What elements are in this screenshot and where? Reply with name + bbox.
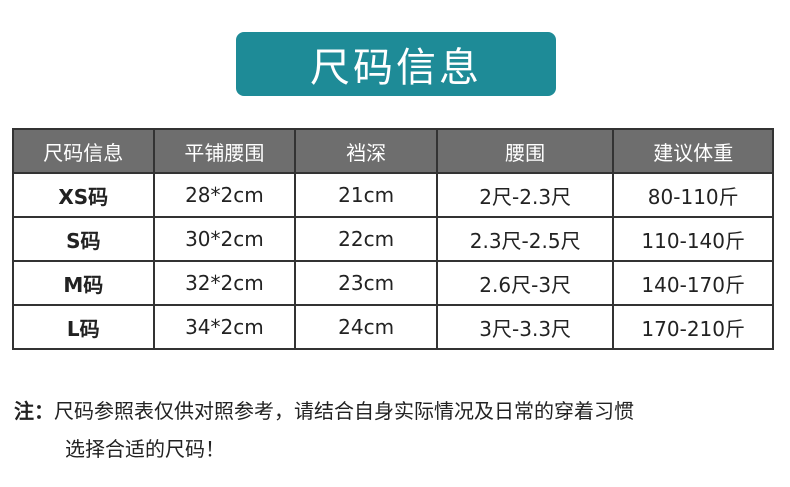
table-row: XS码 28*2cm 21cm 2尺-2.3尺 80-110斤 — [12, 172, 774, 218]
table-header-row: 尺码信息 平铺腰围 裆深 腰围 建议体重 — [12, 128, 774, 174]
table-cell: 24cm — [294, 304, 438, 350]
table-row: M码 32*2cm 23cm 2.6尺-3尺 140-170斤 — [12, 260, 774, 306]
note: 注：尺码参照表仅供对照参考，请结合自身实际情况及日常的穿着习惯 选择合适的尺码！ — [14, 392, 784, 468]
table-cell: 21cm — [294, 172, 438, 218]
table-cell: 3尺-3.3尺 — [435, 304, 615, 350]
table-cell: 140-170斤 — [612, 260, 774, 306]
table-cell: 2.3尺-2.5尺 — [435, 216, 615, 262]
note-line1: 尺码参照表仅供对照参考，请结合自身实际情况及日常的穿着习惯 — [54, 399, 634, 423]
header-size: 尺码信息 — [12, 128, 155, 174]
table-row: S码 30*2cm 22cm 2.3尺-2.5尺 110-140斤 — [12, 216, 774, 262]
header-waist: 腰围 — [435, 128, 615, 174]
table-cell: 170-210斤 — [612, 304, 774, 350]
table-cell: L码 — [12, 304, 155, 350]
table-cell: 22cm — [294, 216, 438, 262]
table-cell: 34*2cm — [152, 304, 297, 350]
table-cell: 80-110斤 — [612, 172, 774, 218]
size-table: 尺码信息 平铺腰围 裆深 腰围 建议体重 XS码 28*2cm 21cm 2尺-2.3… — [12, 128, 774, 350]
table-cell: 23cm — [294, 260, 438, 306]
title-banner: 尺码信息 — [236, 32, 556, 96]
table-cell: XS码 — [12, 172, 155, 218]
note-line2: 选择合适的尺码！ — [65, 437, 225, 461]
table-cell: 28*2cm — [152, 172, 297, 218]
table-cell: M码 — [12, 260, 155, 306]
table-cell: 2尺-2.3尺 — [435, 172, 615, 218]
table-cell: 2.6尺-3尺 — [435, 260, 615, 306]
note-label: 注： — [14, 399, 54, 423]
table-cell: 32*2cm — [152, 260, 297, 306]
header-rise: 裆深 — [294, 128, 438, 174]
header-weight: 建议体重 — [612, 128, 774, 174]
table-cell: S码 — [12, 216, 155, 262]
table-cell: 110-140斤 — [612, 216, 774, 262]
table-row: L码 34*2cm 24cm 3尺-3.3尺 170-210斤 — [12, 304, 774, 350]
table-cell: 30*2cm — [152, 216, 297, 262]
header-flat-waist: 平铺腰围 — [152, 128, 297, 174]
